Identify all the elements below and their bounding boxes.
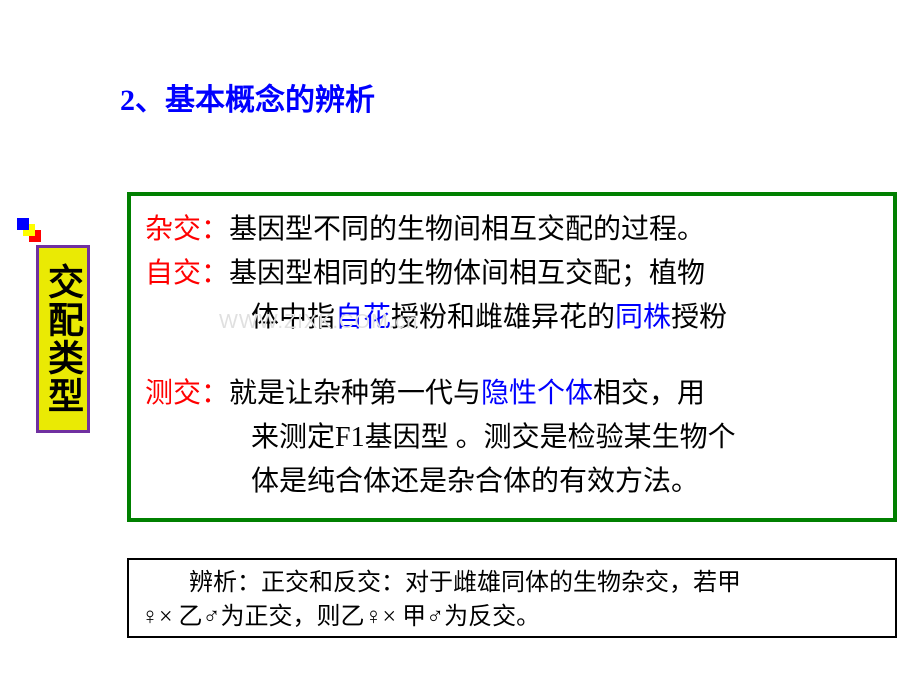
def-zijiao-line1: 自交：基因型相同的生物体间相互交配；植物 — [145, 252, 873, 296]
def-cejiao-line3: 体是纯合体还是杂合体的有效方法。 — [145, 460, 873, 504]
bottom-line2: ♀× 乙♂为正交，则乙♀× 甲♂为反交。 — [141, 600, 883, 634]
definitions-box: WWW.ZIXK.COM.cn 杂交：基因型不同的生物间相互交配的过程。 自交：… — [127, 192, 897, 522]
text-cejiao-2: 来测定F1基因型 。测交是检验某生物个 — [251, 422, 736, 453]
def-zajiao: 杂交：基因型不同的生物间相互交配的过程。 — [145, 208, 873, 252]
vertical-label-box: 交配类型 — [36, 245, 90, 433]
bottom-analysis-box: 辨析：正交和反交：对于雌雄同体的生物杂交，若甲 ♀× 乙♂为正交，则乙♀× 甲♂… — [127, 558, 897, 638]
text-zijiao-2c: 授粉 — [671, 302, 727, 333]
text-zijiao-1: 基因型相同的生物体间相互交配；植物 — [229, 258, 705, 289]
text-cejiao-1a: 就是让杂种第一代与 — [229, 378, 481, 409]
blue-tongzhu: 同株 — [615, 302, 671, 333]
term-zajiao: 杂交： — [145, 214, 229, 245]
vertical-label: 交配类型 — [42, 263, 84, 415]
term-zijiao: 自交： — [145, 258, 229, 289]
def-cejiao-line1: 测交：就是让杂种第一代与隐性个体相交，用 — [145, 372, 873, 416]
def-cejiao-line2: 来测定F1基因型 。测交是检验某生物个 — [145, 416, 873, 460]
watermark: WWW.ZIXK.COM.cn — [219, 311, 418, 334]
text-zajiao: 基因型不同的生物间相互交配的过程。 — [229, 214, 705, 245]
blue-yinxing: 隐性个体 — [481, 378, 593, 409]
slide-title: 2、基本概念的辨析 — [120, 75, 375, 119]
bottom-line1: 辨析：正交和反交：对于雌雄同体的生物杂交，若甲 — [141, 566, 883, 600]
square-blue — [17, 218, 29, 230]
text-cejiao-1b: 相交，用 — [593, 378, 705, 409]
text-cejiao-3: 体是纯合体还是杂合体的有效方法。 — [251, 466, 699, 497]
text-zijiao-2b: 授粉和雌雄异花的 — [391, 302, 615, 333]
term-cejiao: 测交： — [145, 378, 229, 409]
